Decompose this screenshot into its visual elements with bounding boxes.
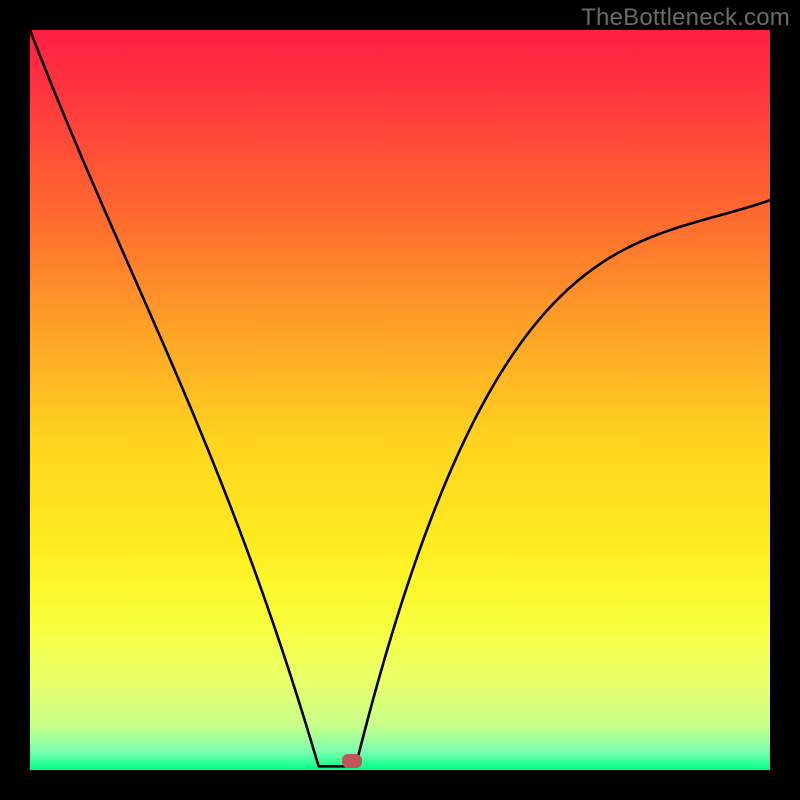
watermark-text: TheBottleneck.com [581,4,790,32]
minimum-marker [342,754,362,768]
plot-area [30,30,770,770]
curve-line [30,30,770,770]
chart-frame: TheBottleneck.com [0,0,800,800]
